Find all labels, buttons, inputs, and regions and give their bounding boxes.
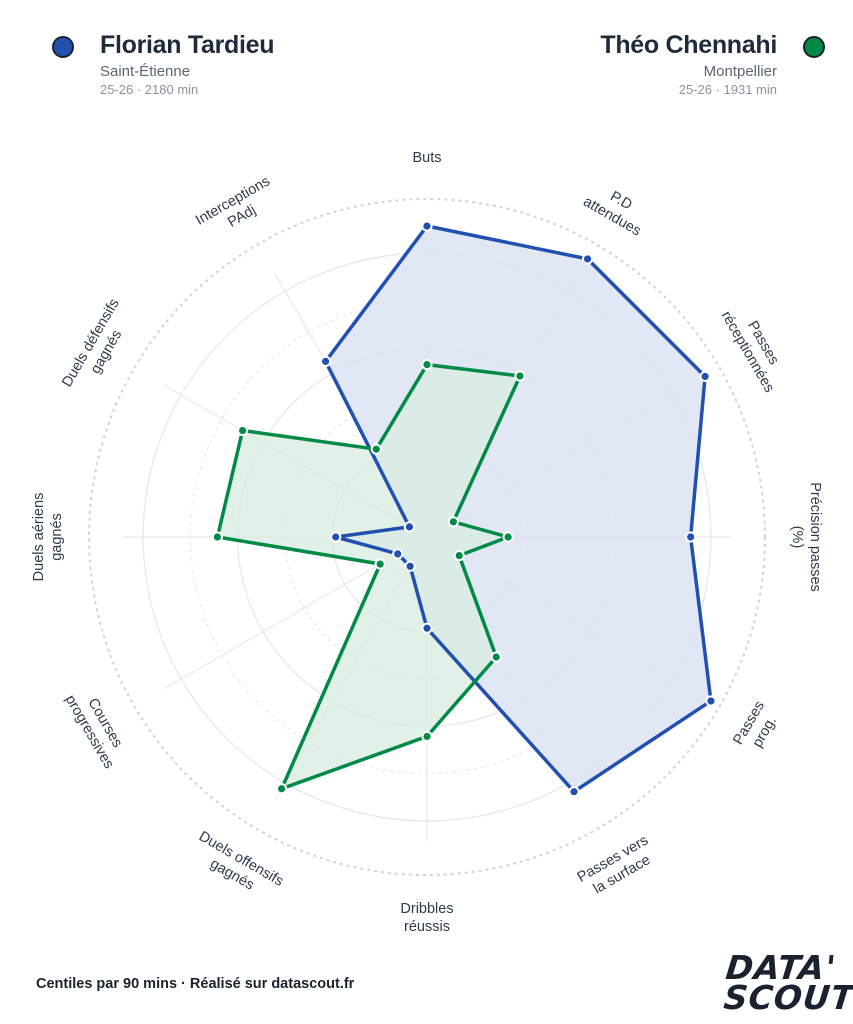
grid-ring (88, 198, 766, 876)
series-2-point (276, 783, 288, 795)
player-1-color-dot (52, 36, 74, 58)
series-2-point (421, 359, 433, 371)
series-2-point (453, 549, 465, 562)
player-2-name: Théo Chennahi (600, 31, 777, 59)
series-1-point (699, 370, 711, 383)
player-2-meta: 25-26 · 1931 min (678, 82, 777, 97)
series-1-point (403, 521, 416, 533)
axis-label: InterceptionsPAdj (193, 173, 282, 244)
axis-label: Duels offensifsgagnés (187, 829, 286, 906)
series-2-point (447, 516, 459, 528)
logo-line-2: SCOUT (721, 978, 853, 1017)
axis-label: Dribbles réussis (400, 901, 453, 935)
player-2-color-dot (803, 36, 825, 58)
player-2-header: Théo Chennahi Montpellier 25-26 · 1931 m… (600, 30, 825, 99)
axis-label: Coursesprogressives (62, 683, 133, 771)
series-1-point (421, 220, 433, 232)
axis-label: Passes versla surface (575, 832, 660, 901)
player-2-club: Montpellier (703, 63, 777, 80)
series-1-point (392, 548, 404, 560)
axis-label: Passesprog. (730, 698, 783, 756)
series-2-point (370, 443, 382, 455)
series-2-point (502, 531, 514, 543)
series-2-point (374, 558, 386, 570)
series-1-point (581, 253, 594, 265)
footer-note: Centiles par 90 mins · Réalisé sur datas… (36, 976, 355, 992)
series-2-point (421, 730, 433, 743)
datascout-logo: DATA' SCOUT (722, 948, 853, 1017)
axis-label: Passesréceptionnées (718, 300, 793, 396)
series-1-point (404, 560, 416, 572)
player-1-name: Florian Tardieu (100, 31, 275, 59)
radar-series (211, 220, 717, 798)
series-1-point (421, 622, 433, 634)
series-1-point (685, 531, 697, 543)
series-1-point (568, 786, 580, 798)
series-1-point (705, 695, 717, 707)
axis-label: P.Dattendues (580, 178, 652, 239)
player-1-club: Saint-Étienne (100, 63, 191, 80)
axis-label: Duels aériens gagnés (31, 493, 65, 582)
axis-label: Précision passes(%) (789, 482, 823, 592)
series-2-point (514, 370, 526, 382)
player-1-header: Florian Tardieu Saint-Étienne 25-26 · 21… (42, 30, 275, 99)
series-area-1 (325, 226, 711, 792)
series-1-point (320, 355, 332, 367)
axis-label: Buts (412, 150, 441, 166)
series-2-point (490, 651, 502, 663)
series-1-point (330, 531, 342, 543)
series-2-point (211, 531, 224, 543)
series-2-point (236, 424, 249, 437)
player-1-meta: 25-26 · 2180 min (100, 82, 199, 97)
series-area-2 (217, 364, 520, 789)
